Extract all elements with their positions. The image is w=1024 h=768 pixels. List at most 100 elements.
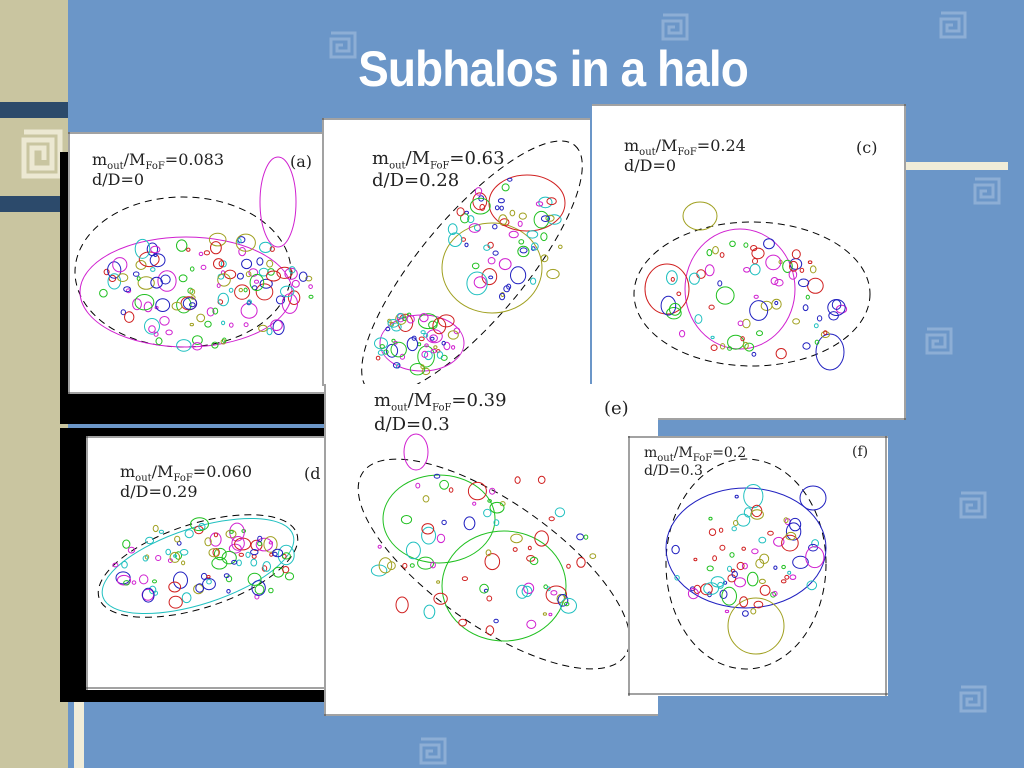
- subhalo-ellipse: [125, 288, 132, 294]
- subhalo-ellipse: [443, 341, 451, 351]
- greek-key-icon: [925, 327, 953, 355]
- subhalo-ellipse: [751, 247, 765, 260]
- figure-panel-c: mout/MFoF=0.24 d/D=0 (c): [592, 104, 906, 420]
- subhalo-ellipse: [268, 541, 274, 545]
- subhalo-ellipse: [508, 230, 519, 239]
- subhalo-ellipse: [448, 232, 463, 247]
- subhalo-ellipse: [235, 233, 256, 252]
- subhalo-ellipse: [715, 286, 735, 305]
- subhalo-ellipse: [421, 526, 437, 545]
- subhalo-ellipse: [554, 507, 566, 518]
- subhalo-ellipse: [142, 587, 155, 603]
- subhalo-ellipse: [712, 555, 717, 562]
- subhalo-ellipse: [530, 242, 539, 251]
- subhalo-plot-e: [324, 384, 658, 716]
- greek-key-icon: [959, 491, 987, 519]
- subhalo-ellipse: [494, 205, 500, 211]
- subhalo-ellipse: [415, 482, 421, 489]
- greek-key-icon: [973, 177, 1001, 205]
- subhalo-ellipse: [409, 363, 426, 376]
- subhalo-ellipse: [538, 196, 553, 209]
- subhalo-plot-f: [628, 436, 888, 696]
- subhalo-ellipse: [210, 241, 222, 255]
- subhalo-plot-b: [322, 118, 590, 386]
- subhalo-ellipse: [390, 341, 407, 358]
- subhalo-ellipse: [122, 539, 131, 549]
- subhalo-ellipse: [731, 526, 737, 532]
- subhalo-ellipse: [456, 207, 465, 217]
- subhalo-ellipse: [687, 588, 699, 600]
- subhalo-ellipse: [196, 313, 206, 323]
- subhalo-ellipse: [781, 534, 799, 552]
- subhalo-ellipse: [137, 276, 155, 290]
- subhalo-ellipse: [742, 318, 751, 329]
- subhalo-ellipse: [583, 534, 589, 540]
- subhalo-ellipse: [780, 579, 787, 584]
- subhalo-ellipse: [719, 252, 725, 258]
- subhalo-ellipse: [487, 499, 492, 503]
- subhalo-ellipse: [176, 296, 192, 314]
- subhalo-ellipse: [374, 337, 388, 350]
- subhalo-ellipse: [789, 574, 797, 580]
- subhalo-ellipse: [400, 515, 413, 525]
- subhalo-ellipse: [727, 334, 745, 350]
- subhalo-ellipse: [241, 258, 253, 270]
- subhalo-ellipse: [148, 325, 156, 334]
- subhalo-ellipse: [272, 319, 285, 335]
- subhalo-ellipse: [512, 547, 518, 552]
- subhalo-ellipse: [518, 212, 527, 220]
- subhalo-ellipse: [784, 574, 790, 580]
- subhalo-ellipse: [254, 584, 265, 595]
- subhalo-ellipse: [739, 596, 749, 608]
- subhalo-ellipse: [262, 561, 271, 572]
- subhalo-ellipse: [189, 322, 195, 327]
- subhalo-ellipse: [165, 329, 173, 336]
- subhalo-ellipse: [402, 316, 407, 322]
- subhalo-ellipse: [182, 297, 198, 310]
- subhalo-ellipse: [534, 530, 549, 547]
- subhalo-ellipse: [181, 560, 186, 566]
- distance-ratio-label: d/D=0: [624, 156, 677, 175]
- subhalo-ellipse: [284, 572, 295, 581]
- subhalo-ellipse: [211, 341, 219, 349]
- subhalo-ellipse: [243, 287, 248, 293]
- subhalo-ellipse: [231, 559, 238, 565]
- subhalo-ellipse: [250, 539, 263, 552]
- subhalo-ellipse: [576, 533, 585, 541]
- subhalo-ellipse: [203, 250, 210, 256]
- subhalo-ellipse: [424, 343, 429, 348]
- subhalo-ellipse: [144, 318, 160, 335]
- subhalo-ellipse: [139, 574, 149, 585]
- subhalo-ellipse: [750, 509, 764, 520]
- subhalo-ellipse: [759, 584, 771, 596]
- subhalo-ellipse: [704, 264, 715, 277]
- subhalo-ellipse: [706, 565, 714, 572]
- subhalo-ellipse: [706, 249, 713, 257]
- subhalo-ellipse: [749, 300, 769, 321]
- subhalo-ellipse: [226, 589, 231, 594]
- subhalo-ellipse: [288, 266, 296, 274]
- subhalo-ellipse: [213, 547, 227, 561]
- subhalo-ellipse: [550, 590, 558, 596]
- subhalo-ellipse: [305, 275, 313, 282]
- subhalo-ellipse: [447, 330, 459, 340]
- subhalo-ellipse: [785, 531, 797, 541]
- subhalo-ellipse: [245, 551, 251, 558]
- subhalo-ellipse: [694, 314, 703, 324]
- subhalo-ellipse: [485, 625, 495, 636]
- subhalo-ellipse: [483, 508, 492, 518]
- subhalo-ellipse: [788, 269, 798, 280]
- subhalo-ellipse: [169, 551, 181, 563]
- subhalo-ellipse: [433, 345, 438, 350]
- subhalo-ellipse: [461, 576, 468, 582]
- subhalo-ellipse: [222, 337, 227, 343]
- subhalo-ellipse: [688, 272, 700, 285]
- subhalo-ellipse: [808, 543, 818, 552]
- subhalo-ellipse: [527, 545, 532, 551]
- subhalo-ellipse: [123, 286, 131, 293]
- subhalo-ellipse: [237, 236, 246, 244]
- subhalo-ellipse: [209, 532, 222, 547]
- subhalo-ellipse: [284, 267, 298, 280]
- figure-panel-b: mout/MFoF=0.63 d/D=0.28: [322, 118, 590, 386]
- subhalo-ellipse: [160, 274, 171, 285]
